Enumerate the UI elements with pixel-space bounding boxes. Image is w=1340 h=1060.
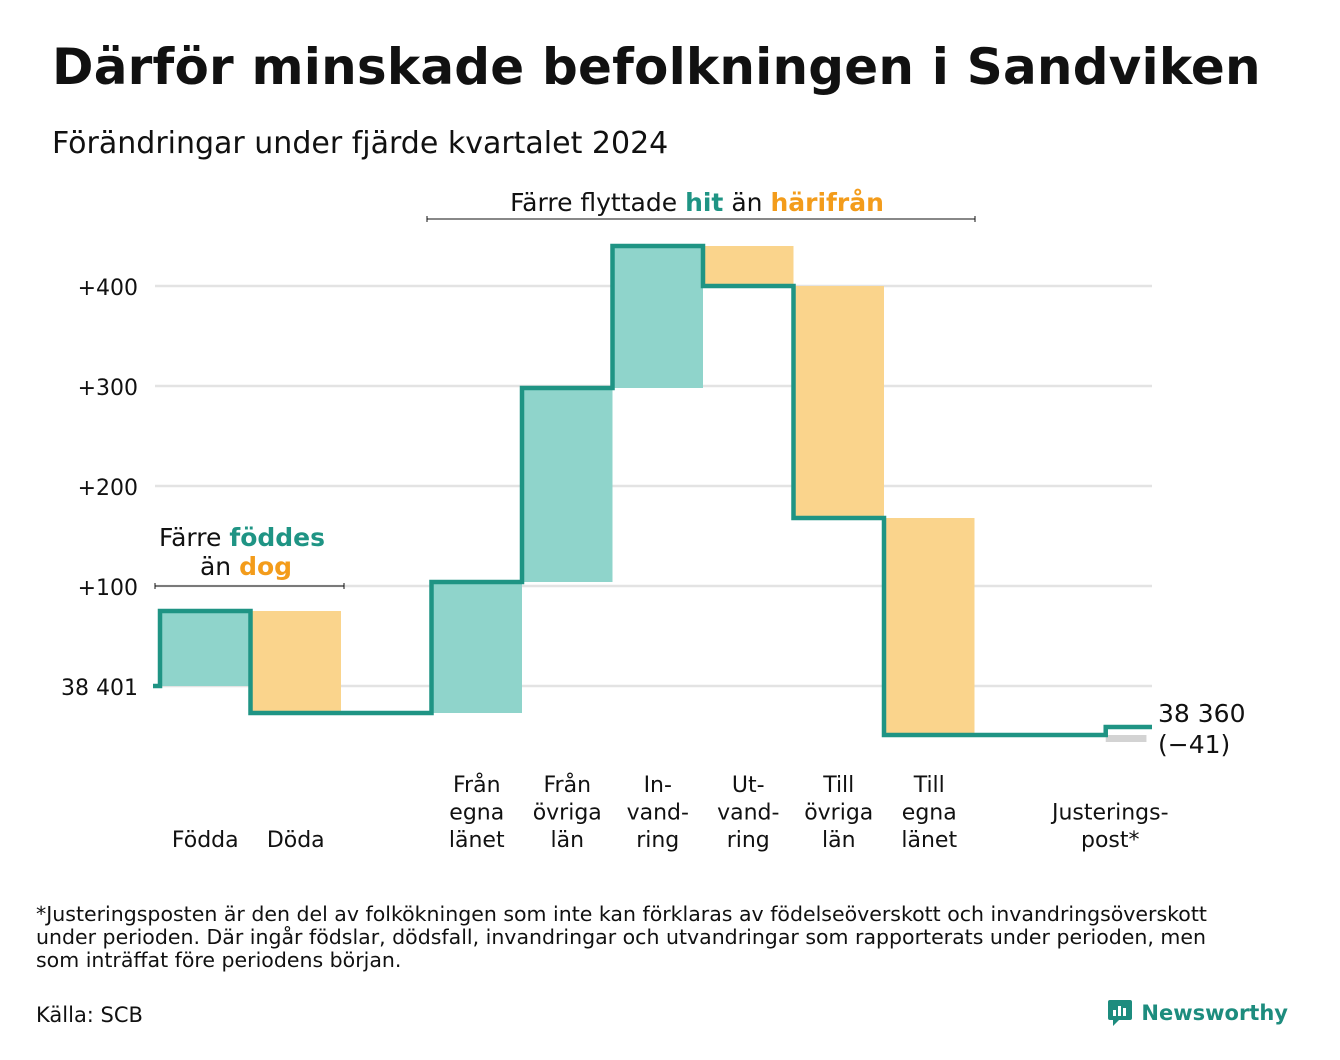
category-label: ring [636,828,679,853]
bar [250,611,341,713]
footnote-line: som inträffat före periodens början. [36,948,402,972]
chart-subtitle: Förändringar under fjärde kvartalet 2024 [52,126,669,161]
newsworthy-logo-icon [1108,1000,1133,1026]
category-label: länet [901,828,957,853]
category-label: Födda [172,828,239,853]
category-label: övriga [804,801,873,826]
category-label: Till [822,773,854,798]
category-label: Ut- [732,773,765,798]
y-tick-label: +100 [78,576,138,601]
category-label: länet [449,828,505,853]
end-value-label: 38 360 [1158,699,1245,728]
bar [160,611,251,686]
category-label: Till [913,773,945,798]
source-note: Källa: SCB [36,1003,143,1027]
bar [612,246,703,388]
bar [703,246,794,286]
category-label: övriga [533,801,602,826]
end-change-label: (−41) [1158,730,1230,759]
category-label: vand- [717,801,779,826]
category-label: Döda [267,828,325,853]
category-label: Justerings- [1050,801,1169,826]
step-line [153,243,1152,738]
footnote: *Justeringsposten är den del av folkökni… [36,903,1316,972]
chart-title: Därför minskade befolkningen i Sandviken [52,38,1261,96]
y-tick-label: +200 [78,476,138,501]
y-tick-label: +400 [78,276,138,301]
category-label: post* [1081,828,1140,853]
category-label: län [550,828,584,853]
category-label: In- [644,773,672,798]
bar [884,518,975,735]
category-label: län [822,828,856,853]
brand-name: Newsworthy [1141,1001,1288,1025]
bar [1105,735,1147,742]
category-label: egna [449,801,504,826]
y-tick-label: +300 [78,376,138,401]
category-label: egna [902,801,957,826]
category-label: Från [543,772,591,798]
category-label: vand- [627,801,689,826]
moves-annotation: Färre flyttade hit än härifrån [510,188,884,217]
y-tick-label: 38 401 [61,676,138,701]
step-line-path [153,243,1152,738]
bar [431,582,522,713]
category-label: ring [727,828,770,853]
footnote-line: *Justeringsposten är den del av folkökni… [36,902,1207,926]
brand-logo[interactable]: Newsworthy [1107,998,1288,1028]
bars [160,246,1147,742]
bar [793,286,884,518]
footnote-line: under perioden. Där ingår födslar, dödsf… [36,925,1206,949]
births-annotation-line1: Färre föddes [159,523,325,552]
bar [522,388,613,582]
category-label: Från [453,772,501,798]
births-annotation-line2: än dog [200,552,292,581]
